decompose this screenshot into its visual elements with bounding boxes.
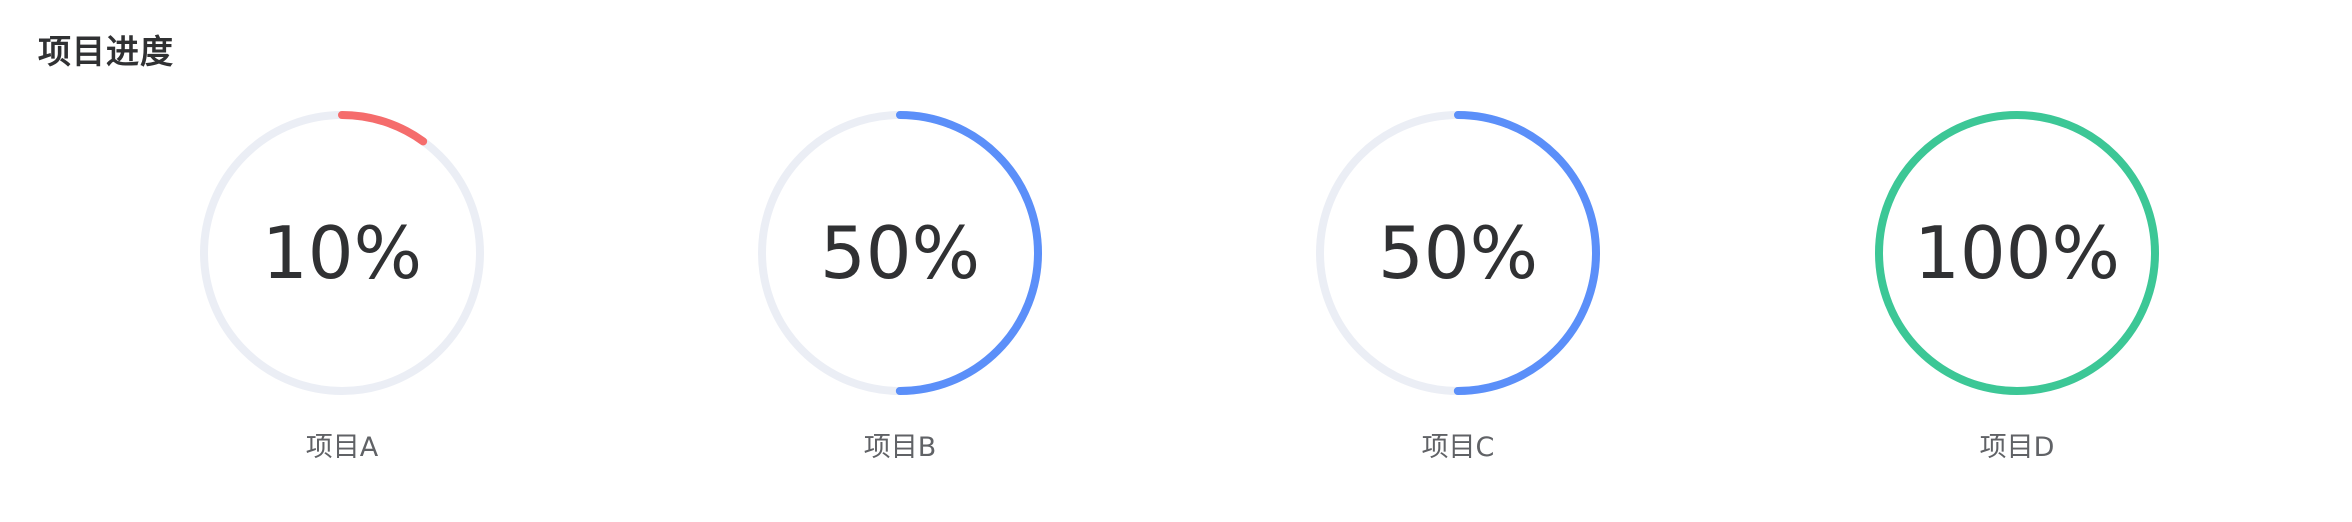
- progress-ring-c: [1316, 111, 1600, 395]
- project-name: 项目A: [305, 432, 379, 463]
- progress-card-a: 10% 项目A: [197, 108, 487, 468]
- progress-ring-a: [200, 111, 484, 395]
- progress-percent: 50%: [1377, 211, 1539, 295]
- progress-percent: 50%: [819, 211, 981, 295]
- project-name: 项目C: [1421, 432, 1495, 463]
- project-name: 项目D: [1979, 432, 2055, 463]
- progress-arc: [200, 111, 484, 395]
- progress-arc: [758, 111, 1042, 395]
- progress-arc: [1316, 111, 1600, 395]
- progress-card-b: 50% 项目B: [755, 108, 1045, 468]
- progress-percent: 100%: [1914, 211, 2120, 295]
- progress-arc: [1875, 111, 2159, 395]
- project-name: 项目B: [863, 432, 937, 463]
- panel-title: 项目进度: [38, 32, 174, 71]
- progress-percent: 10%: [261, 211, 423, 295]
- progress-ring-b: [758, 111, 1042, 395]
- progress-card-c: 50% 项目C: [1313, 108, 1603, 468]
- progress-ring-d: [1875, 111, 2159, 395]
- progress-card-d: 100% 项目D: [1872, 108, 2162, 468]
